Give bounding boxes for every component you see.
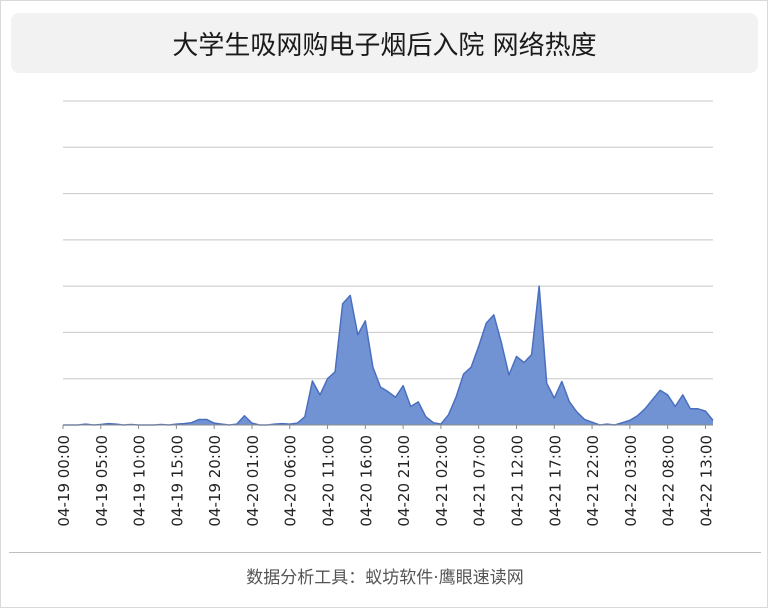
x-tick-label: 04-21 02:00	[433, 435, 451, 527]
x-tick-label: 04-20 11:00	[320, 435, 338, 527]
area-chart: 04-19 00:00 04-19 05:00 04-19 10:00 04-19 1…	[55, 100, 715, 527]
x-tick-label: 04-21 17:00	[546, 435, 564, 527]
x-tick-label: 04-19 10:00	[131, 435, 149, 527]
series-area	[63, 286, 713, 425]
x-tick-label: 04-22 13:00	[697, 435, 715, 527]
footer-source: 数据分析工具：蚁坊软件·鹰眼速读网	[246, 568, 524, 588]
x-tick-label: 04-19 15:00	[168, 435, 186, 527]
x-tick-label: 04-21 07:00	[471, 435, 489, 527]
x-tick-label: 04-22 03:00	[622, 435, 640, 527]
x-tick-label: 04-21 22:00	[584, 435, 602, 527]
x-tick-label: 04-22 08:00	[660, 435, 678, 527]
x-tick-label: 04-19 00:00	[55, 435, 73, 527]
x-tick-label: 04-20 06:00	[282, 435, 300, 527]
footer-divider	[9, 552, 761, 553]
x-tick-label: 04-20 21:00	[395, 435, 413, 527]
x-tick-label: 04-20 01:00	[244, 435, 262, 527]
chart-title: 大学生吸网购电子烟后入院 网络热度	[172, 30, 597, 61]
x-tick-label: 04-19 05:00	[93, 435, 111, 527]
title-banner: 大学生吸网购电子烟后入院 网络热度	[11, 13, 758, 73]
x-tick-label: 04-21 12:00	[509, 435, 527, 527]
x-tick-label: 04-19 20:00	[206, 435, 224, 527]
x-tick-label: 04-20 16:00	[357, 435, 375, 527]
